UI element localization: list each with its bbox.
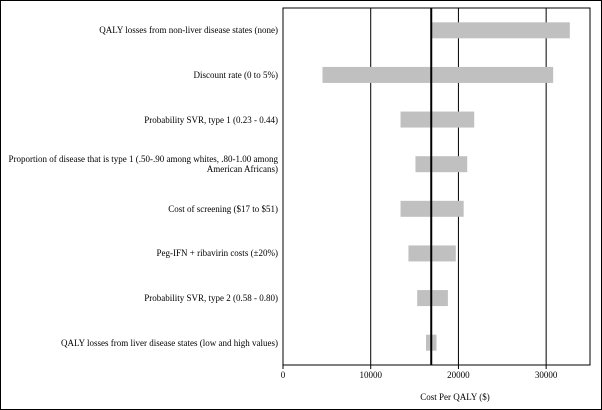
x-axis-title: Cost Per QALY ($) <box>420 392 490 402</box>
category-label: QALY losses from non-liver disease state… <box>6 8 278 53</box>
category-text: QALY losses from non-liver disease state… <box>99 25 278 36</box>
x-tick-label: 30000 <box>535 370 558 380</box>
category-label: Peg-IFN + ribavirin costs (±20%) <box>6 231 279 276</box>
bar <box>431 22 570 39</box>
category-text: Proportion of disease that is type 1 (.5… <box>8 154 278 175</box>
plot-area <box>282 7 591 366</box>
category-label: Probability SVR, type 2 (0.58 - 0.80) <box>6 276 278 321</box>
category-text: Probability SVR, type 2 (0.58 - 0.80) <box>144 293 278 304</box>
category-text: Cost of screening ($17 to $51) <box>168 203 278 214</box>
category-label: Proportion of disease that is type 1 (.5… <box>6 142 278 187</box>
category-label: Cost of screening ($17 to $51) <box>6 187 278 232</box>
bar <box>322 66 554 83</box>
bar <box>400 111 475 128</box>
category-label: Probability SVR, type 1 (0.23 - 0.44) <box>6 97 278 142</box>
category-text: QALY losses from liver disease states (l… <box>61 337 278 348</box>
x-tick-label: 0 <box>281 370 286 380</box>
category-text: Probability SVR, type 1 (0.23 - 0.44) <box>144 114 278 125</box>
category-text: Discount rate (0 to 5%) <box>193 69 278 80</box>
category-label: QALY losses from liver disease states (l… <box>6 320 278 365</box>
bar <box>417 290 448 307</box>
category-label: Discount rate (0 to 5%) <box>6 53 278 98</box>
bar <box>415 156 468 173</box>
x-tick-label: 10000 <box>359 370 382 380</box>
x-tick-label: 20000 <box>447 370 470 380</box>
category-text: Peg-IFN + ribavirin costs (±20%) <box>156 248 279 259</box>
